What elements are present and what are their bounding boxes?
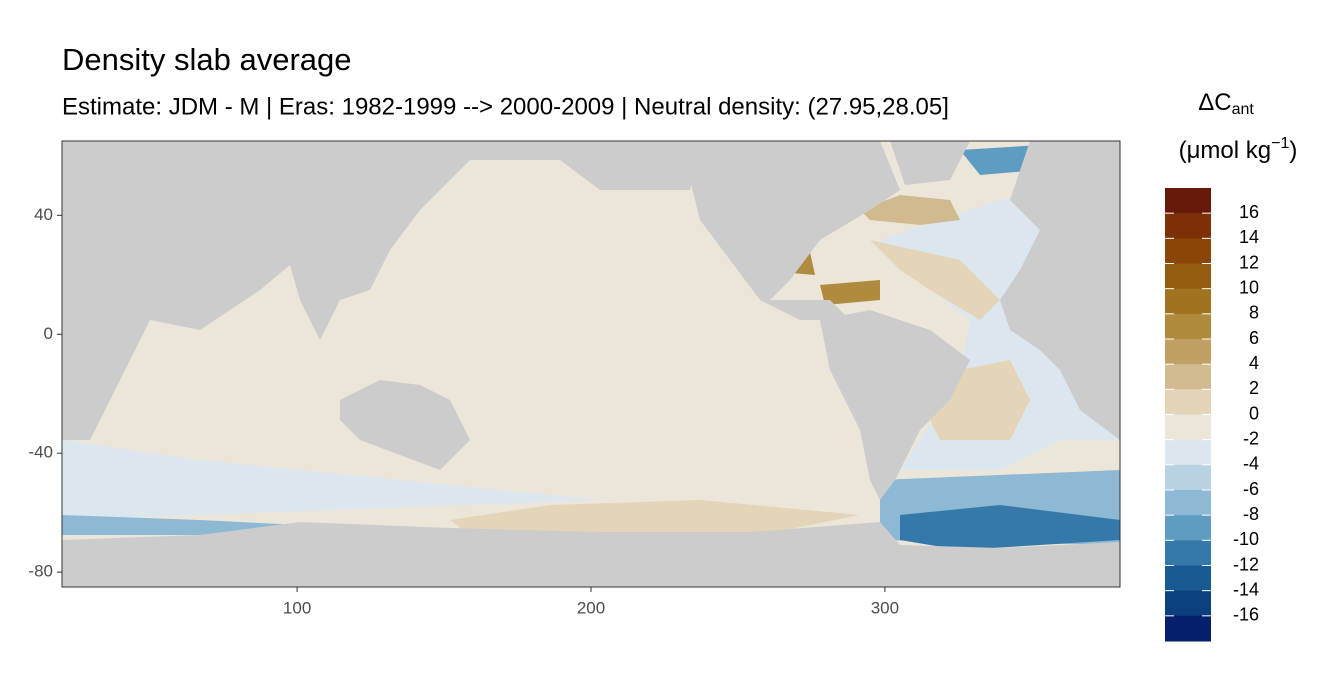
subtropical-positive	[870, 240, 1000, 320]
legend-label: -8	[1243, 504, 1259, 524]
legend-unit: (μmol kg−1)	[1179, 135, 1298, 164]
x-tick-label: 100	[283, 598, 311, 617]
legend-bin	[1165, 590, 1211, 617]
legend-label: 6	[1249, 328, 1259, 348]
legend-bin	[1165, 263, 1211, 290]
x-tick-label: 200	[577, 598, 605, 617]
legend-unit-close: )	[1289, 137, 1297, 164]
legend-bin	[1165, 615, 1211, 642]
title: Density slab average	[62, 42, 352, 77]
north-america	[690, 141, 900, 320]
map-panel	[61, 140, 1121, 588]
north-atlantic-positive	[860, 195, 960, 225]
nordic-negative	[960, 145, 1040, 175]
legend-label: -16	[1233, 605, 1259, 625]
legend-bin	[1165, 439, 1211, 466]
weddell-negative	[900, 505, 1120, 550]
legend-bin	[1165, 389, 1211, 415]
legend-title-main: ΔC	[1198, 89, 1231, 116]
legend-label: 0	[1249, 403, 1259, 423]
legend-label: -4	[1243, 454, 1259, 474]
legend-bin	[1165, 540, 1211, 566]
legend-label: -12	[1233, 554, 1259, 574]
y-tick-label: 0	[44, 324, 53, 343]
europe-africa	[1000, 141, 1120, 440]
legend-bin	[1165, 339, 1211, 365]
pacific-sector-positive	[450, 500, 860, 540]
legend-label: -2	[1243, 428, 1259, 448]
subtitle: Estimate: JDM - M | Eras: 1982-1999 --> …	[62, 93, 949, 120]
legend-label: 16	[1239, 202, 1259, 222]
legend-label: -10	[1233, 529, 1259, 549]
legend-bin	[1165, 464, 1211, 491]
y-tick-label: 40	[34, 205, 53, 224]
legend-bin	[1165, 213, 1211, 239]
legend-label: -14	[1233, 579, 1259, 599]
legend-bin	[1165, 364, 1211, 390]
legend: ΔCant (μmol kg−1) 16 14 12 10 8 6 4 2 0 -2 -4 -6 -8 -…	[1165, 89, 1298, 642]
legend-bin	[1165, 238, 1211, 264]
australia	[340, 380, 470, 470]
legend-label: -6	[1243, 479, 1259, 499]
legend-label: 2	[1249, 378, 1259, 398]
legend-label: 4	[1249, 353, 1259, 373]
legend-bin	[1165, 188, 1211, 214]
legend-title-sub: ant	[1232, 101, 1255, 118]
legend-bin	[1165, 288, 1211, 315]
legend-bin	[1165, 565, 1211, 592]
legend-bin	[1165, 490, 1211, 516]
legend-unit-sup: −1	[1271, 135, 1289, 152]
eurasia-africa	[62, 141, 700, 440]
legend-title: ΔCant	[1198, 89, 1254, 118]
south-america	[820, 310, 970, 500]
legend-label: 14	[1239, 227, 1259, 247]
y-tick-label: -40	[28, 443, 53, 462]
antarctica	[62, 522, 1120, 587]
y-tick-label: -80	[28, 562, 53, 581]
legend-label: 12	[1239, 252, 1259, 272]
legend-unit-open: (μmol kg	[1179, 137, 1272, 164]
greenland	[890, 141, 970, 185]
legend-label: 8	[1249, 303, 1259, 323]
legend-bin	[1165, 414, 1211, 441]
legend-bin	[1165, 515, 1211, 541]
southern-indian-negative	[62, 440, 600, 520]
caribbean-positive	[820, 280, 880, 305]
legend-bin	[1165, 313, 1211, 340]
x-tick-label: 300	[871, 598, 899, 617]
legend-label: 10	[1239, 277, 1259, 297]
